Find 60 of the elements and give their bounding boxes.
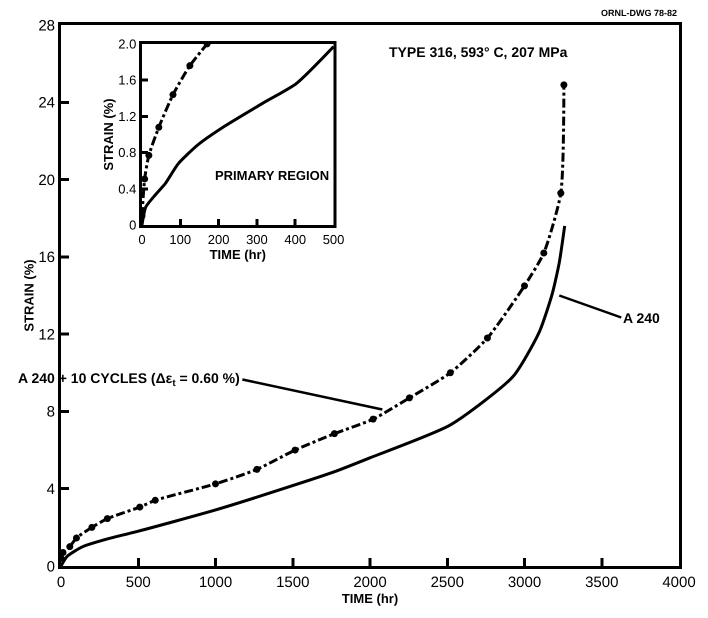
x-tick-label: 500 bbox=[322, 232, 344, 247]
x-tick-label: 400 bbox=[284, 232, 306, 247]
x-tick-label: 1500 bbox=[276, 574, 310, 591]
point bbox=[560, 81, 568, 88]
point bbox=[330, 430, 338, 438]
x-tick-label: 300 bbox=[246, 232, 268, 247]
point bbox=[484, 334, 491, 342]
x-tick-label: 3000 bbox=[508, 574, 542, 591]
x-tick-label: 3500 bbox=[585, 574, 618, 591]
point bbox=[155, 124, 162, 131]
x-axis-title: TIME (hr) bbox=[210, 246, 266, 262]
point bbox=[72, 534, 80, 542]
point bbox=[170, 91, 176, 98]
text: ORNL-DWG 78-82 bbox=[601, 8, 678, 18]
point bbox=[370, 416, 377, 423]
y-tick-label: 0.4 bbox=[118, 181, 136, 196]
x-tick-label: 2000 bbox=[353, 574, 387, 591]
y-tick-label: 24 bbox=[38, 94, 55, 112]
point bbox=[521, 282, 528, 290]
point bbox=[292, 446, 299, 454]
point bbox=[66, 543, 74, 550]
y-tick-label: 0.8 bbox=[118, 145, 136, 160]
text: A 240 bbox=[623, 310, 660, 326]
y-tick-label: 8 bbox=[46, 404, 55, 421]
y-tick-label: 28 bbox=[38, 17, 55, 34]
point bbox=[61, 548, 67, 556]
point bbox=[88, 524, 96, 531]
point bbox=[253, 466, 260, 473]
y-tick-label: 16 bbox=[38, 249, 55, 266]
point bbox=[104, 515, 111, 522]
y-tick-label: 2.0 bbox=[118, 36, 136, 52]
y-tick-label: 1.2 bbox=[118, 108, 136, 124]
y-tick-label: 0 bbox=[46, 558, 55, 576]
y-tick-label: 1.6 bbox=[118, 72, 136, 88]
y-axis-title: STRAIN (%) bbox=[101, 98, 116, 171]
x-tick-label: 200 bbox=[208, 232, 230, 247]
y-tick-label: 4 bbox=[46, 480, 55, 498]
x-tick-label: 500 bbox=[126, 574, 151, 591]
point bbox=[212, 480, 219, 488]
x-tick-label: 2500 bbox=[430, 574, 464, 591]
point bbox=[540, 249, 548, 256]
point bbox=[186, 62, 194, 70]
point bbox=[152, 496, 159, 504]
point bbox=[446, 369, 454, 376]
y-tick-label: 20 bbox=[38, 172, 55, 189]
x-tick-label: 0 bbox=[138, 232, 146, 247]
x-tick-label: 4000 bbox=[662, 574, 696, 591]
x-tick-label: 1000 bbox=[198, 574, 232, 591]
point bbox=[406, 394, 413, 402]
annotation: PRIMARY REGION bbox=[215, 168, 330, 183]
point bbox=[142, 175, 148, 182]
point bbox=[145, 152, 152, 159]
point bbox=[136, 504, 144, 511]
x-axis-title: TIME (hr) bbox=[342, 591, 398, 606]
annotation: TYPE 316, 593° C, 207 MPa bbox=[389, 44, 568, 60]
x-tick-label: 100 bbox=[169, 232, 192, 247]
y-tick-label: 12 bbox=[38, 326, 55, 344]
y-tick-label: 0 bbox=[129, 218, 136, 233]
point bbox=[557, 190, 564, 197]
y-axis-title: STRAIN (%) bbox=[21, 259, 36, 332]
